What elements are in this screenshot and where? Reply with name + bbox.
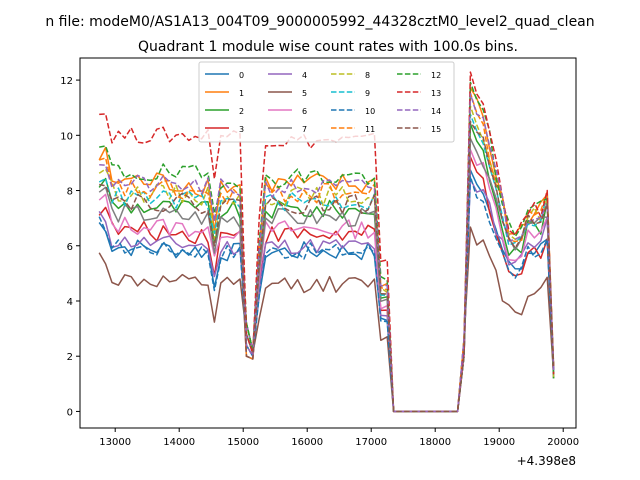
series-line-12 <box>99 81 555 413</box>
x-tick-label: 20000 <box>547 437 579 448</box>
x-axis-ticks: 13000 14000 15000 16000 17000 18000 19000 20000 <box>99 428 579 448</box>
chart-title: Quadrant 1 module wise count rates with … <box>138 39 518 55</box>
legend-label-0: 0 <box>239 71 244 80</box>
x-tick-label: 18000 <box>419 437 451 448</box>
legend-label-13: 13 <box>431 89 441 98</box>
legend-label-3: 3 <box>239 125 244 134</box>
x-tick-label: 15000 <box>227 437 259 448</box>
x-tick-label: 14000 <box>163 437 195 448</box>
y-tick-label: 2 <box>67 352 73 363</box>
legend-label-11: 11 <box>365 125 375 134</box>
series-line-4 <box>98 178 555 413</box>
series-line-0 <box>98 169 555 413</box>
series-line-5 <box>98 226 555 413</box>
series-line-8 <box>98 105 555 413</box>
y-tick-label: 6 <box>67 242 73 253</box>
legend-label-9: 9 <box>365 89 370 98</box>
legend-label-14: 14 <box>431 107 441 116</box>
y-axis-ticks: 0 2 4 6 8 10 12 <box>60 76 80 418</box>
y-tick-label: 10 <box>60 131 73 142</box>
y-tick-label: 8 <box>67 187 73 198</box>
series-line-3 <box>98 156 555 413</box>
x-tick-label: 17000 <box>355 437 387 448</box>
legend-label-4: 4 <box>302 71 307 80</box>
legend-label-10: 10 <box>365 107 375 116</box>
series-line-7 <box>98 137 555 413</box>
legend-label-8: 8 <box>365 71 370 80</box>
legend-label-6: 6 <box>302 107 307 116</box>
series-line-14 <box>99 93 555 413</box>
legend-label-1: 1 <box>239 89 244 98</box>
y-tick-label: 4 <box>67 297 73 308</box>
x-offset-label: +4.398e8 <box>517 454 576 468</box>
series-line-6 <box>98 148 555 413</box>
legend-label-2: 2 <box>239 107 244 116</box>
figure-suptitle: n file: modeM0/AS1A13_004T09_9000005992_… <box>45 14 594 30</box>
y-tick-label: 0 <box>67 407 73 418</box>
x-tick-label: 13000 <box>99 437 131 448</box>
legend-box <box>198 61 455 143</box>
y-tick-label: 12 <box>60 76 73 87</box>
series-line-15 <box>99 120 555 413</box>
series-line-10 <box>98 175 555 413</box>
legend-label-7: 7 <box>302 125 307 134</box>
x-tick-label: 16000 <box>291 437 323 448</box>
legend-label-12: 12 <box>431 71 441 80</box>
series-layer <box>98 71 555 413</box>
legend-label-5: 5 <box>302 89 307 98</box>
legend-label-15: 15 <box>431 125 441 134</box>
x-tick-label: 19000 <box>483 437 515 448</box>
